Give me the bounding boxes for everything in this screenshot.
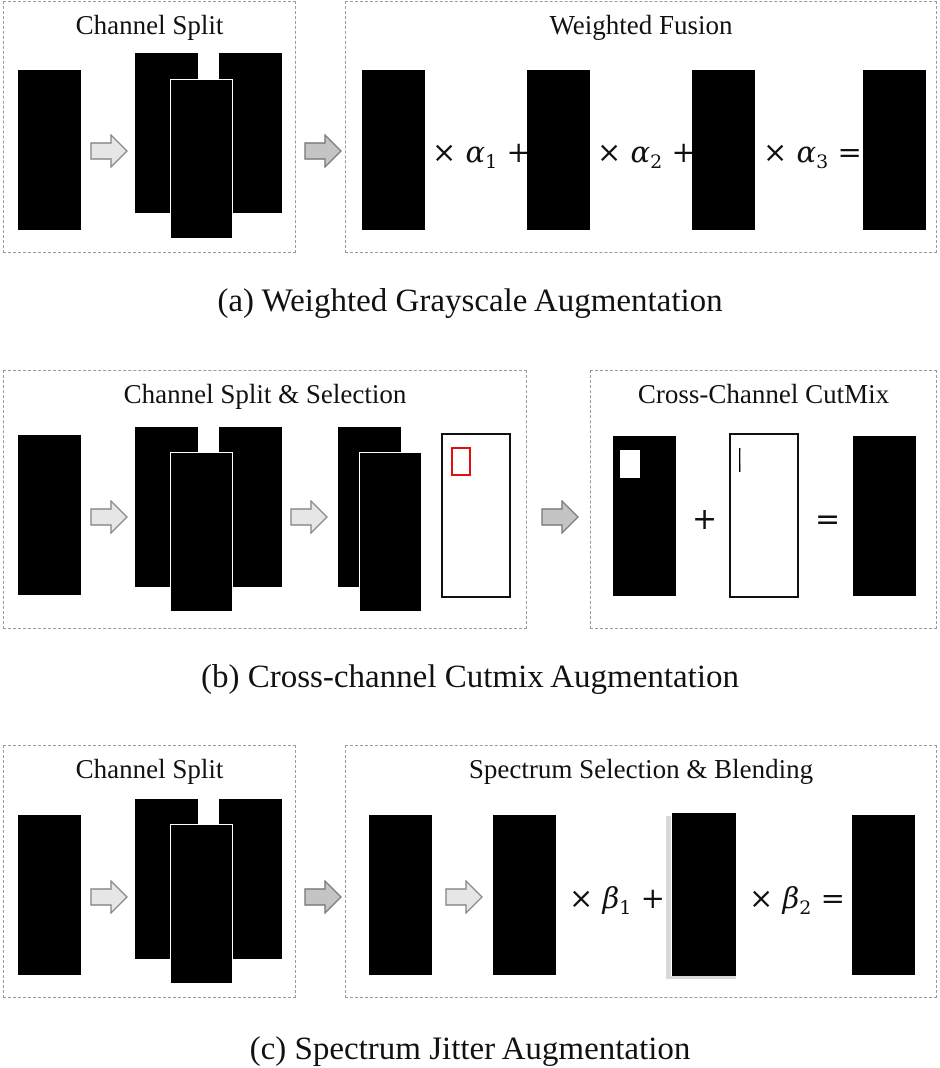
original-image [493,815,556,975]
equals-sign: = [815,502,841,537]
selected-green-channel-image [359,452,422,612]
green-patch-mask-frame [729,433,799,598]
panel-title: Channel Split [75,754,224,784]
replicated-red-channel-image [671,813,736,976]
selection-box [451,447,471,476]
blended-output-image [852,815,915,975]
panel-title: Channel Split & Selection [123,379,407,409]
panel-title: Spectrum Selection & Blending [468,754,814,784]
weight-alpha-3: × α3 = [763,135,862,173]
panel-a-channel-split: Channel Split [3,1,296,253]
panel-b-cross-channel-cutmix: Cross-Channel CutMix [590,370,937,629]
right-arrow-icon [90,880,128,914]
panel-title: Weighted Fusion [549,10,733,40]
weight-beta-1: × β1 + [569,881,665,919]
weight-alpha-2: × α2 + [597,135,696,173]
cutmix-mask-frame [441,433,511,598]
green-patch [739,448,760,478]
plus-sign: + [692,502,718,537]
cutmix-output-image [853,436,916,596]
weight-beta-2: × β2 = [749,881,845,919]
green-channel-image [170,452,233,612]
right-arrow-icon [290,500,328,534]
weight-alpha-1: × α1 + [432,135,531,173]
right-arrow-icon [304,134,342,168]
cut-region [620,450,640,478]
panel-b-channel-split-selection: Channel Split & Selection [3,370,527,629]
panel-c-spectrum-selection-blending: Spectrum Selection & Blending [345,745,937,998]
green-channel-image [527,70,590,230]
panel-title: Channel Split [75,10,224,40]
caption-b: (b) Cross-channel Cutmix Augmentation [200,659,739,695]
right-arrow-icon [541,500,579,534]
red-channel-with-cut-image [613,436,676,596]
selected-red-channel-image [369,815,432,975]
pasted-green-patch [866,448,887,478]
green-channel-image [170,824,233,984]
right-arrow-icon [445,880,483,914]
green-channel-image [170,79,233,239]
right-arrow-icon [90,500,128,534]
blue-channel-image [692,70,755,230]
right-arrow-icon [304,880,342,914]
panel-title: Cross-Channel CutMix [637,379,890,409]
input-pedestrian-image [18,70,81,230]
grayscale-output-image [863,70,926,230]
caption-c: (c) Spectrum Jitter Augmentation [249,1031,691,1067]
input-pedestrian-image [18,815,81,975]
panel-a-weighted-fusion: Weighted Fusion [345,1,937,253]
panel-c-channel-split: Channel Split [3,745,296,998]
caption-a: (a) Weighted Grayscale Augmentation [217,283,723,319]
red-channel-image [362,70,425,230]
input-pedestrian-image [18,435,81,595]
right-arrow-icon [90,134,128,168]
